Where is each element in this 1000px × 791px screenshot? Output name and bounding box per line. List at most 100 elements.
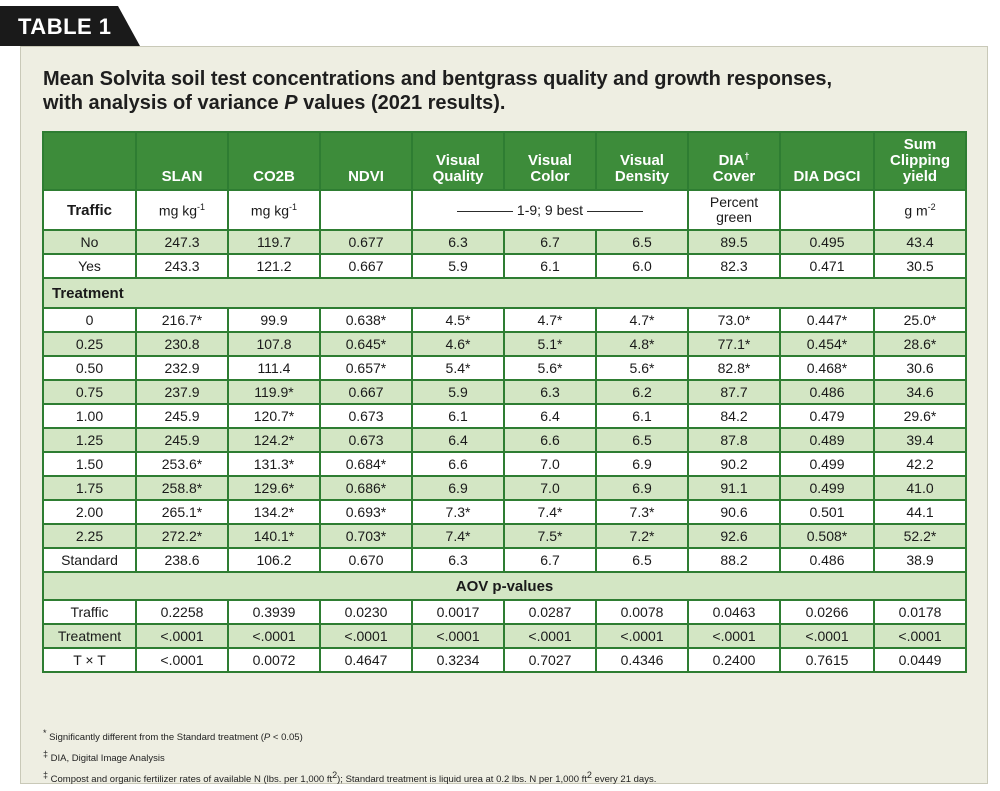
- units-ndvi: [319, 189, 413, 231]
- treatment-visual-color: 6.4: [503, 403, 597, 429]
- aov-dia-dgci: <.0001: [779, 623, 875, 649]
- aov-slan: <.0001: [135, 647, 229, 673]
- treatment-visual-color: 7.5*: [503, 523, 597, 549]
- header-dia-dgci: DIA DGCI: [779, 131, 875, 191]
- treatment-dia-cover: 87.7: [687, 379, 781, 405]
- aov-dia-cover: 0.0463: [687, 599, 781, 625]
- treatment-row-7: 1.75 258.8* 129.6* 0.686* 6.9 7.0 6.9 91.1 0.499…: [42, 475, 967, 501]
- units-slan: mg kg-1: [135, 189, 229, 231]
- aov-clipping-yield: 0.0178: [873, 599, 967, 625]
- treatment-slan: 253.6*: [135, 451, 229, 477]
- aov-row-1: Treatment <.0001 <.0001 <.0001 <.0001 <.0001 <…: [42, 623, 967, 649]
- aov-clipping-yield: <.0001: [873, 623, 967, 649]
- treatment-row-label: 0.50: [42, 355, 137, 381]
- treatment-slan: 265.1*: [135, 499, 229, 525]
- treatment-ndvi: 0.673: [319, 403, 413, 429]
- header-co2b: CO2B: [227, 131, 321, 191]
- treatment-row-label: 0: [42, 307, 137, 333]
- footnote-dia: ‡ DIA, Digital Image Analysis: [43, 749, 165, 765]
- aov-slan: <.0001: [135, 623, 229, 649]
- treatment-visual-color: 4.7*: [503, 307, 597, 333]
- treatment-row-3: 0.75 237.9 119.9* 0.667 5.9 6.3 6.2 87.7 0.486 34…: [42, 379, 967, 405]
- aov-dia-cover: <.0001: [687, 623, 781, 649]
- treatment-slan: 238.6: [135, 547, 229, 573]
- aov-dia-dgci: 0.0266: [779, 599, 875, 625]
- treatment-visual-quality: 5.4*: [411, 355, 505, 381]
- title-line-2b: values (2021 results).: [297, 92, 506, 114]
- traffic-slan: 243.3: [135, 253, 229, 279]
- header-empty: [42, 131, 137, 191]
- treatment-row-label: 1.50: [42, 451, 137, 477]
- traffic-dia-dgci: 0.471: [779, 253, 875, 279]
- aov-co2b: 0.0072: [227, 647, 321, 673]
- treatment-visual-quality: 4.5*: [411, 307, 505, 333]
- aov-visual-density: 0.0078: [595, 599, 689, 625]
- treatment-co2b: 124.2*: [227, 427, 321, 453]
- units-row: Traffic mg kg-1 mg kg-1 ———— 1-9; 9 best…: [42, 189, 967, 231]
- treatment-visual-quality: 7.4*: [411, 523, 505, 549]
- traffic-clipping-yield: 30.5: [873, 253, 967, 279]
- aov-section: AOV p-values: [42, 571, 967, 601]
- treatment-section-label: Treatment: [42, 277, 967, 309]
- treatment-visual-density: 6.5: [595, 547, 689, 573]
- treatment-clipping-yield: 38.9: [873, 547, 967, 573]
- treatment-row-2: 0.50 232.9 111.4 0.657* 5.4* 5.6* 5.6* 82.8* 0.4…: [42, 355, 967, 381]
- aov-dia-cover: 0.2400: [687, 647, 781, 673]
- treatment-co2b: 140.1*: [227, 523, 321, 549]
- treatment-co2b: 111.4: [227, 355, 321, 381]
- treatment-ndvi: 0.657*: [319, 355, 413, 381]
- header-clipping-yield: Sum Clipping yield: [873, 131, 967, 191]
- aov-co2b: 0.3939: [227, 599, 321, 625]
- units-visual-range: ———— 1-9; 9 best ————: [411, 189, 689, 231]
- treatment-co2b: 119.9*: [227, 379, 321, 405]
- traffic-dia-dgci: 0.495: [779, 229, 875, 255]
- treatment-dia-dgci: 0.489: [779, 427, 875, 453]
- aov-visual-density: <.0001: [595, 623, 689, 649]
- treatment-dia-dgci: 0.468*: [779, 355, 875, 381]
- treatment-visual-quality: 7.3*: [411, 499, 505, 525]
- traffic-visual-color: 6.7: [503, 229, 597, 255]
- aov-ndvi: 0.0230: [319, 599, 413, 625]
- treatment-clipping-yield: 25.0*: [873, 307, 967, 333]
- treatment-visual-density: 6.2: [595, 379, 689, 405]
- footnotes: * Significantly different from the Stand…: [43, 725, 963, 788]
- treatment-dia-cover: 90.2: [687, 451, 781, 477]
- treatment-row-label: 1.25: [42, 427, 137, 453]
- aov-clipping-yield: 0.0449: [873, 647, 967, 673]
- treatment-slan: 272.2*: [135, 523, 229, 549]
- traffic-dia-cover: 89.5: [687, 229, 781, 255]
- traffic-visual-density: 6.0: [595, 253, 689, 279]
- treatment-dia-cover: 84.2: [687, 403, 781, 429]
- treatment-dia-dgci: 0.447*: [779, 307, 875, 333]
- traffic-row-1: Yes 243.3 121.2 0.667 5.9 6.1 6.0 82.3 0.471 30.5: [42, 253, 967, 279]
- treatment-visual-density: 7.3*: [595, 499, 689, 525]
- treatment-ndvi: 0.667: [319, 379, 413, 405]
- treatment-dia-cover: 87.8: [687, 427, 781, 453]
- aov-section-label: AOV p-values: [42, 571, 967, 601]
- treatment-ndvi: 0.645*: [319, 331, 413, 357]
- treatment-dia-dgci: 0.508*: [779, 523, 875, 549]
- treatment-row-label: Standard: [42, 547, 137, 573]
- treatment-row-label: 2.00: [42, 499, 137, 525]
- treatment-clipping-yield: 30.6: [873, 355, 967, 381]
- treatment-row-9: 2.25 272.2* 140.1* 0.703* 7.4* 7.5* 7.2* 92.6 0.…: [42, 523, 967, 549]
- treatment-visual-color: 7.0: [503, 451, 597, 477]
- treatment-clipping-yield: 28.6*: [873, 331, 967, 357]
- treatment-co2b: 106.2: [227, 547, 321, 573]
- aov-visual-color: 0.0287: [503, 599, 597, 625]
- treatment-section: Treatment: [42, 277, 967, 309]
- aov-row-label: Treatment: [42, 623, 137, 649]
- title-line-2a: with analysis of variance: [43, 92, 285, 114]
- aov-visual-color: 0.7027: [503, 647, 597, 673]
- tab-shape: [0, 6, 140, 46]
- treatment-co2b: 120.7*: [227, 403, 321, 429]
- treatment-visual-density: 6.5: [595, 427, 689, 453]
- treatment-visual-quality: 4.6*: [411, 331, 505, 357]
- traffic-visual-color: 6.1: [503, 253, 597, 279]
- results-table: SLAN CO2B NDVI Visual Quality Visual Col…: [42, 131, 967, 673]
- table-tab: TABLE 1: [0, 6, 148, 46]
- treatment-dia-dgci: 0.479: [779, 403, 875, 429]
- traffic-visual-quality: 6.3: [411, 229, 505, 255]
- treatment-visual-density: 6.9: [595, 475, 689, 501]
- treatment-visual-density: 7.2*: [595, 523, 689, 549]
